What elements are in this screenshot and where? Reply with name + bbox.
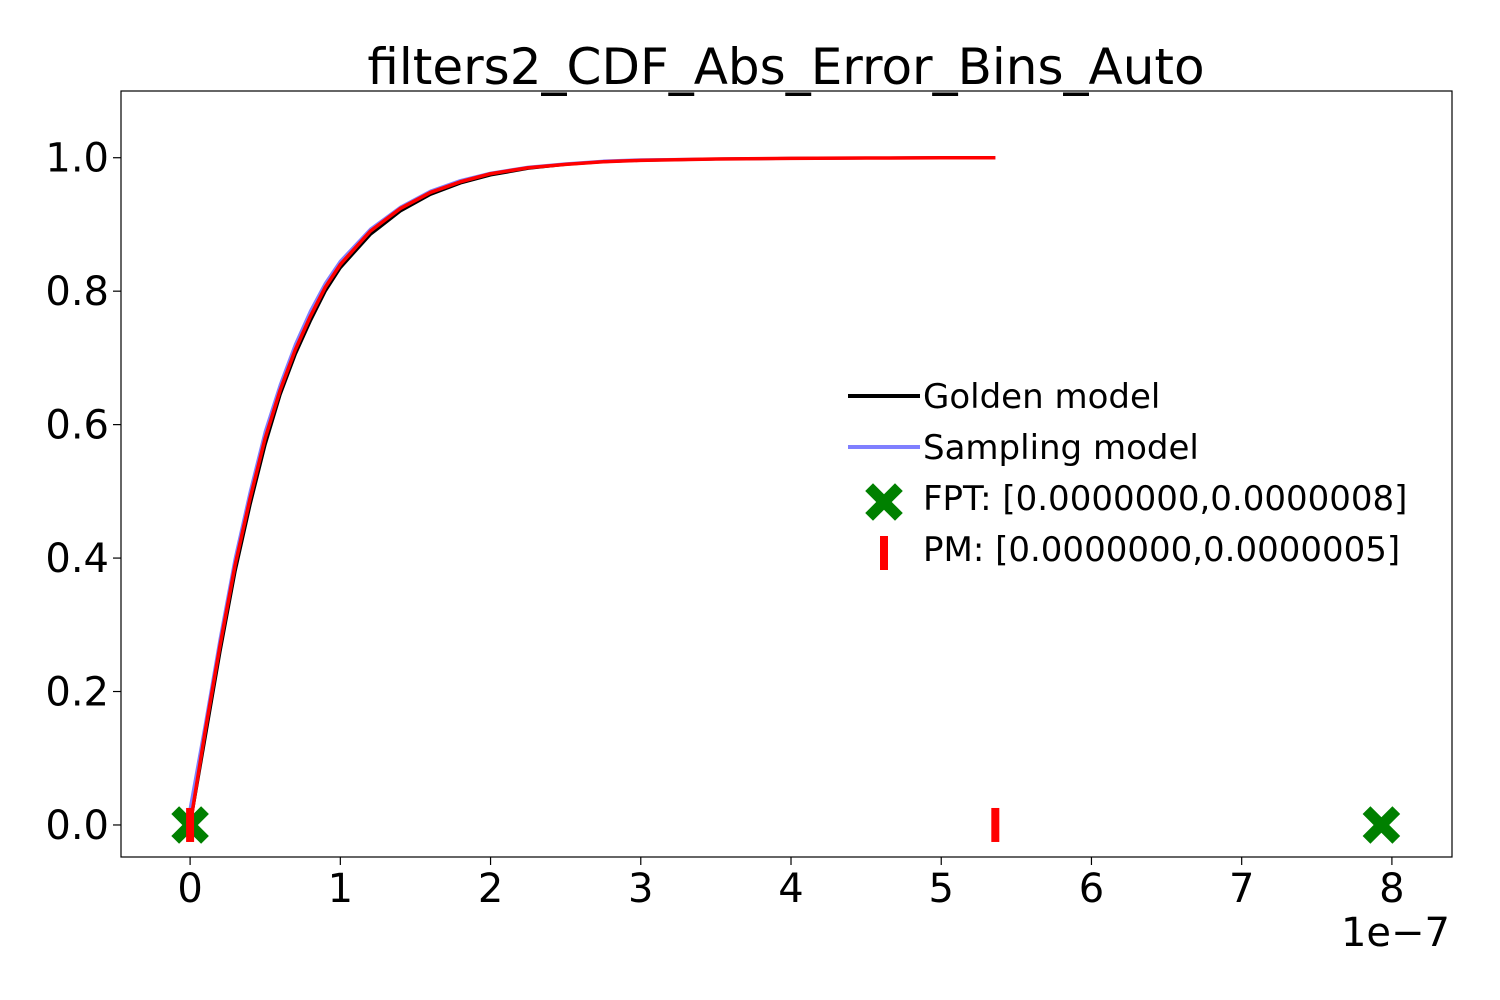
legend-label: Golden model [923, 377, 1160, 417]
legend-label: FPT: [0.0000000,0.0000008] [923, 479, 1407, 519]
pm-marker [186, 807, 195, 842]
legend-label: PM: [0.0000000,0.0000005] [923, 530, 1400, 570]
pm-marker [991, 807, 1000, 842]
axes: 0 1 2 3 4 5 6 7 8 0.0 0.2 0.4 0.6 0.8 1.0 [45, 136, 1404, 912]
y-tick-label: 0.8 [45, 269, 109, 315]
y-tick-label: 0.2 [45, 670, 109, 716]
y-tick-label: 1.0 [45, 136, 109, 182]
y-tick-label: 0.6 [45, 403, 109, 449]
legend-item: Golden model [848, 377, 1160, 417]
x-tick-label: 6 [1079, 866, 1104, 912]
x-tick-label: 8 [1379, 866, 1404, 912]
legend-item: Sampling model [848, 428, 1199, 468]
x-tick-label: 3 [628, 866, 653, 912]
legend-label: Sampling model [923, 428, 1199, 468]
y-tick-label: 0.0 [45, 803, 109, 849]
legend: Golden model Sampling model FPT: [0.000000… [848, 377, 1407, 570]
legend-swatch-bar [880, 536, 888, 570]
x-offset-text: 1e−7 [1341, 910, 1450, 956]
x-tick-label: 4 [778, 866, 803, 912]
legend-item: FPT: [0.0000000,0.0000008] [865, 479, 1407, 521]
legend-item: PM: [0.0000000,0.0000005] [880, 530, 1400, 570]
fpt-marker [1362, 806, 1401, 844]
y-tick-label: 0.4 [45, 536, 109, 582]
plot-frame [120, 90, 1453, 858]
series-line-3 [188, 155, 996, 826]
plot-area [171, 155, 1401, 844]
x-tick-label: 2 [478, 866, 503, 912]
x-tick-label: 0 [177, 866, 202, 912]
x-tick-label: 1 [328, 866, 353, 912]
chart-title: filters2_CDF_Abs_Error_Bins_Auto [367, 38, 1204, 96]
x-tick-label: 5 [929, 866, 954, 912]
x-tick-label: 7 [1229, 866, 1254, 912]
legend-swatch-x [865, 483, 903, 521]
